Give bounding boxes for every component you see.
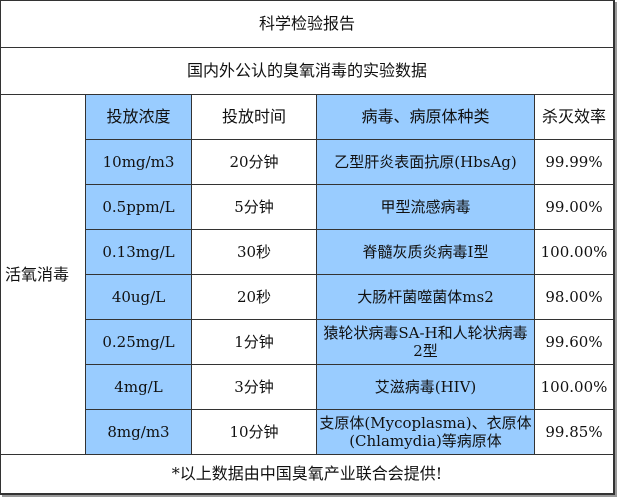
cell-efficiency: 100.00% (534, 229, 614, 275)
header-duration: 投放时间 (191, 94, 317, 140)
cell-efficiency: 100.00% (534, 364, 614, 410)
header-pathogen: 病毒、病原体种类 (316, 94, 535, 140)
category-cell: 活氧消毒 (0, 94, 86, 455)
table-row: 10mg/m3 20分钟 乙型肝炎表面抗原(HbsAg) 99.99% (1, 139, 614, 185)
cell-duration: 3分钟 (191, 364, 317, 410)
cell-concentration: 0.13mg/L (85, 229, 192, 275)
cell-pathogen: 支原体(Mycoplasma)、衣原体(Chlamydia)等病原体 (316, 409, 535, 455)
cell-pathogen: 乙型肝炎表面抗原(HbsAg) (316, 139, 535, 185)
cell-duration: 5分钟 (191, 184, 317, 230)
cell-efficiency: 98.00% (534, 274, 614, 320)
report-subtitle: 国内外公认的臭氧消毒的实验数据 (0, 47, 614, 95)
cell-efficiency: 99.60% (534, 319, 614, 365)
table-row: 0.13mg/L 30秒 脊髓灰质炎病毒I型 100.00% (1, 229, 614, 275)
table-row: 4mg/L 3分钟 艾滋病毒(HIV) 100.00% (1, 364, 614, 410)
cell-concentration: 8mg/m3 (85, 409, 192, 455)
header-concentration: 投放浓度 (85, 94, 192, 140)
cell-concentration: 0.25mg/L (85, 319, 192, 365)
cell-pathogen: 脊髓灰质炎病毒I型 (316, 229, 535, 275)
footer-note: *以上数据由中国臭氧产业联合会提供! (0, 454, 614, 494)
cell-concentration: 4mg/L (85, 364, 192, 410)
cell-pathogen: 艾滋病毒(HIV) (316, 364, 535, 410)
cell-efficiency: 99.85% (534, 409, 614, 455)
cell-pathogen: 甲型流感病毒 (316, 184, 535, 230)
report-title: 科学检验报告 (0, 0, 614, 48)
cell-pathogen: 大肠杆菌噬菌体ms2 (316, 274, 535, 320)
cell-concentration: 40ug/L (85, 274, 192, 320)
table-row: 0.5ppm/L 5分钟 甲型流感病毒 99.00% (1, 184, 614, 230)
table-row: 8mg/m3 10分钟 支原体(Mycoplasma)、衣原体(Chlamydia)… (1, 409, 614, 455)
cell-duration: 1分钟 (191, 319, 317, 365)
table-row: 40ug/L 20秒 大肠杆菌噬菌体ms2 98.00% (1, 274, 614, 320)
cell-efficiency: 99.00% (534, 184, 614, 230)
cell-concentration: 0.5ppm/L (85, 184, 192, 230)
cell-duration: 30秒 (191, 229, 317, 275)
cell-duration: 10分钟 (191, 409, 317, 455)
table-row: 0.25mg/L 1分钟 猿轮状病毒SA-H和人轮状病毒2型 99.60% (1, 319, 614, 365)
cell-efficiency: 99.99% (534, 139, 614, 185)
cell-pathogen: 猿轮状病毒SA-H和人轮状病毒2型 (316, 319, 535, 365)
cell-duration: 20秒 (191, 274, 317, 320)
cell-duration: 20分钟 (191, 139, 317, 185)
header-efficiency: 杀灭效率 (534, 94, 614, 140)
cell-concentration: 10mg/m3 (85, 139, 192, 185)
